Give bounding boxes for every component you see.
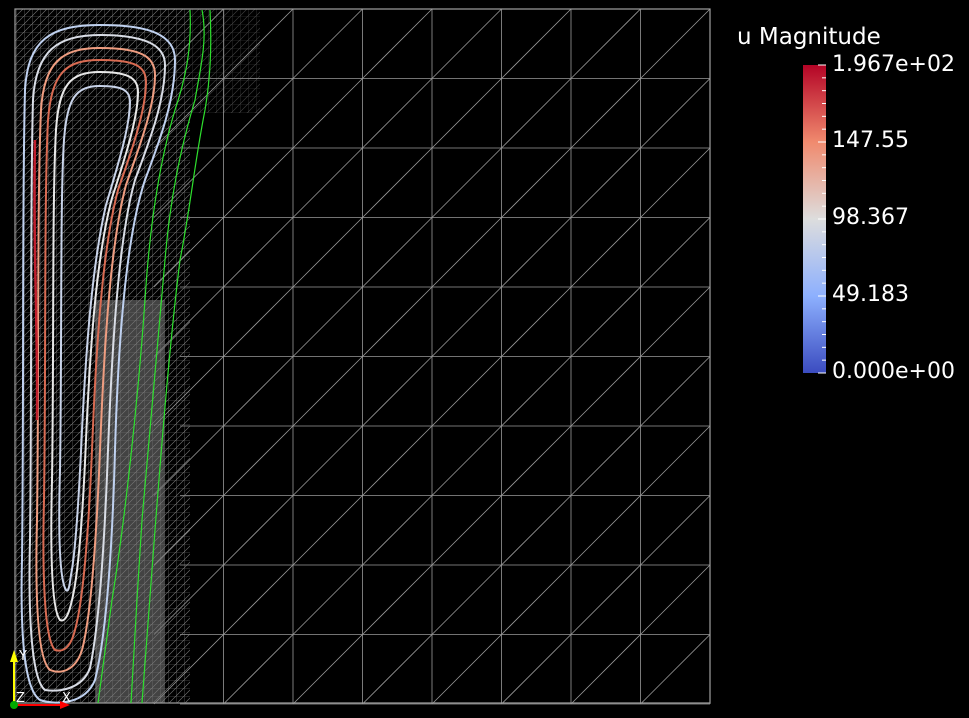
interface-contours (97, 9, 212, 704)
streamline-2 (28, 33, 167, 692)
x-axis-arrow (60, 701, 70, 709)
x-axis-label: X (62, 691, 71, 706)
legend-tick-max: 1.967e+02 (832, 52, 955, 77)
streamlines (20, 23, 177, 704)
streamline-5 (50, 70, 140, 622)
domain-border (14, 8, 711, 704)
interface-contour-3 (141, 9, 212, 704)
legend-tick-1: 49.183 (832, 282, 909, 307)
legend-title: u Magnitude (737, 24, 881, 50)
y-axis-label: Y (19, 649, 27, 664)
streamline-red-core (33, 139, 39, 421)
legend-tick-3: 147.55 (832, 128, 909, 153)
z-axis-label: Z (16, 691, 25, 706)
interface-contour-1 (97, 9, 191, 704)
streamline-4 (42, 58, 148, 652)
legend-tick-min: 0.000e+00 (832, 359, 955, 384)
streamline-inner (58, 84, 132, 592)
streamline-3 (35, 46, 157, 673)
streamline-outer (20, 23, 177, 704)
interface-contour-2 (130, 9, 205, 704)
legend-tick-2: 98.367 (832, 205, 909, 230)
coarse-mesh (153, 8, 711, 705)
color-bar-minor-ticks (818, 64, 826, 374)
orientation-axes (10, 650, 70, 709)
color-bar (803, 64, 826, 374)
y-axis-arrow (10, 650, 18, 662)
z-axis-dot (10, 701, 18, 709)
